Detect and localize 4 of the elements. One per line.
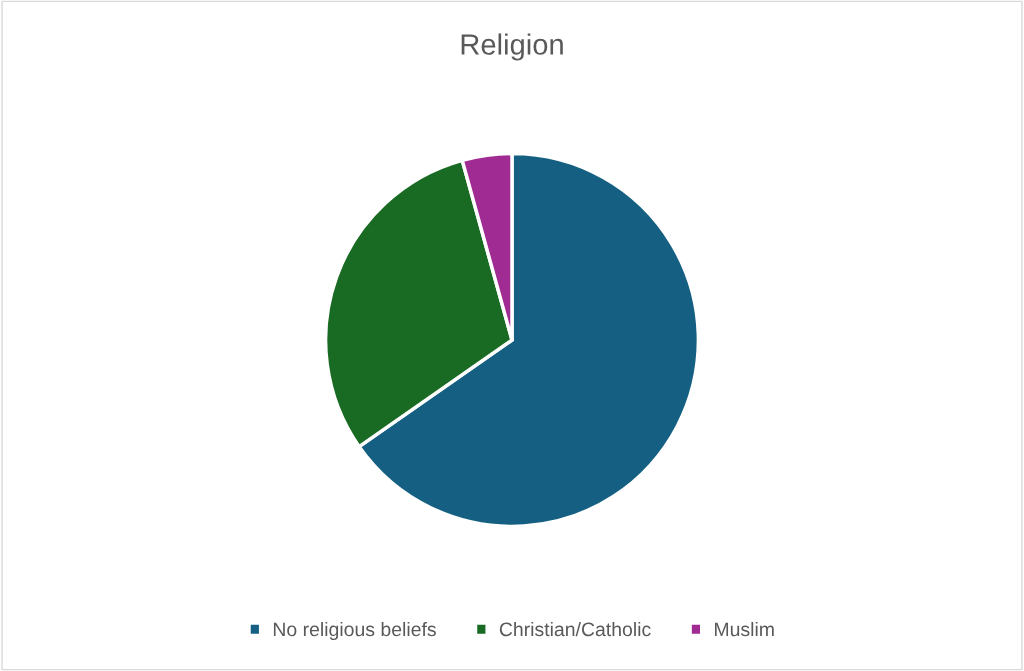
chart-title: Religion <box>461 33 563 61</box>
legend-label: Muslim <box>715 621 774 637</box>
legend-label: No religious beliefs <box>273 621 436 641</box>
legend-label: Christian/Catholic <box>499 621 651 637</box>
